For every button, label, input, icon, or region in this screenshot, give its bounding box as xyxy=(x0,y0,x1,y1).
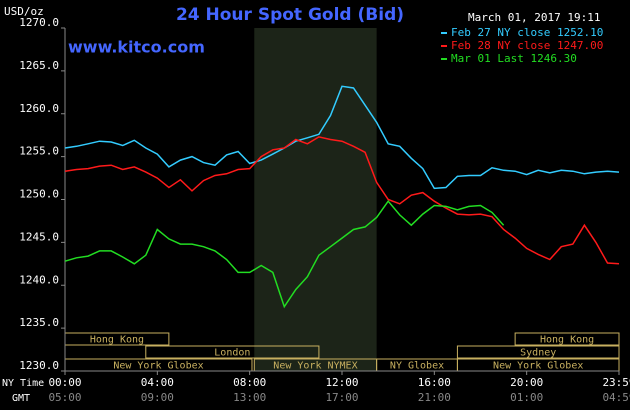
x-tick-label: 23:59 xyxy=(602,376,630,389)
x-tick-label: 16:00 xyxy=(418,376,451,389)
session-label: NY Globex xyxy=(390,361,444,372)
session-bar xyxy=(456,345,620,359)
session-label: New York Globex xyxy=(113,361,203,372)
x-row-label: NY Time xyxy=(2,378,44,389)
x-tick-label: 00:00 xyxy=(48,376,81,389)
x-tick-label: 08:00 xyxy=(233,376,266,389)
y-tick-label: 1270.0 xyxy=(19,16,59,29)
session-label: New York NYMEX xyxy=(273,361,357,372)
session-label: Sydney xyxy=(520,348,556,359)
x2-tick-label: 13:00 xyxy=(233,391,266,404)
watermark: www.kitco.com xyxy=(68,38,205,57)
x2-tick-label: 09:00 xyxy=(141,391,174,404)
x2-row-label: GMT xyxy=(12,393,30,404)
x2-tick-label: 05:00 xyxy=(48,391,81,404)
x-tick-label: 04:00 xyxy=(141,376,174,389)
session-bar xyxy=(514,332,620,346)
series-line xyxy=(64,136,620,265)
legend-label: Feb 27 NY close 1252.10 xyxy=(451,26,603,39)
y-tick-label: 1230.0 xyxy=(19,359,59,372)
legend-label: Feb 28 NY close 1247.00 xyxy=(451,39,603,52)
session-label: London xyxy=(214,348,250,359)
y-tick-label: 1255.0 xyxy=(19,145,59,158)
x2-tick-label: 04:59 xyxy=(602,391,630,404)
x2-tick-label: 17:00 xyxy=(325,391,358,404)
session-label: Hong Kong xyxy=(90,335,144,346)
series-line xyxy=(64,199,505,309)
y-tick-label: 1235.0 xyxy=(19,316,59,329)
x-tick-label: 20:00 xyxy=(510,376,543,389)
x-tick-label: 12:00 xyxy=(325,376,358,389)
y-tick-label: 1265.0 xyxy=(19,59,59,72)
chart-title: 24 Hour Spot Gold (Bid) xyxy=(176,5,404,25)
session-label: New York Globex xyxy=(493,361,583,372)
y-tick-label: 1260.0 xyxy=(19,102,59,115)
session-bar xyxy=(145,345,320,359)
y-tick-label: 1245.0 xyxy=(19,230,59,243)
timestamp: March 01, 2017 19:11 xyxy=(468,11,600,24)
series-line xyxy=(64,85,620,190)
y-axis-label: USD/oz xyxy=(4,5,44,18)
session-shade xyxy=(254,28,377,371)
x2-tick-label: 01:00 xyxy=(510,391,543,404)
x2-tick-label: 21:00 xyxy=(418,391,451,404)
y-tick-label: 1240.0 xyxy=(19,273,59,286)
legend-label: Mar 01 Last 1246.30 xyxy=(451,52,577,65)
session-label: Hong Kong xyxy=(540,335,594,346)
y-tick-label: 1250.0 xyxy=(19,188,59,201)
